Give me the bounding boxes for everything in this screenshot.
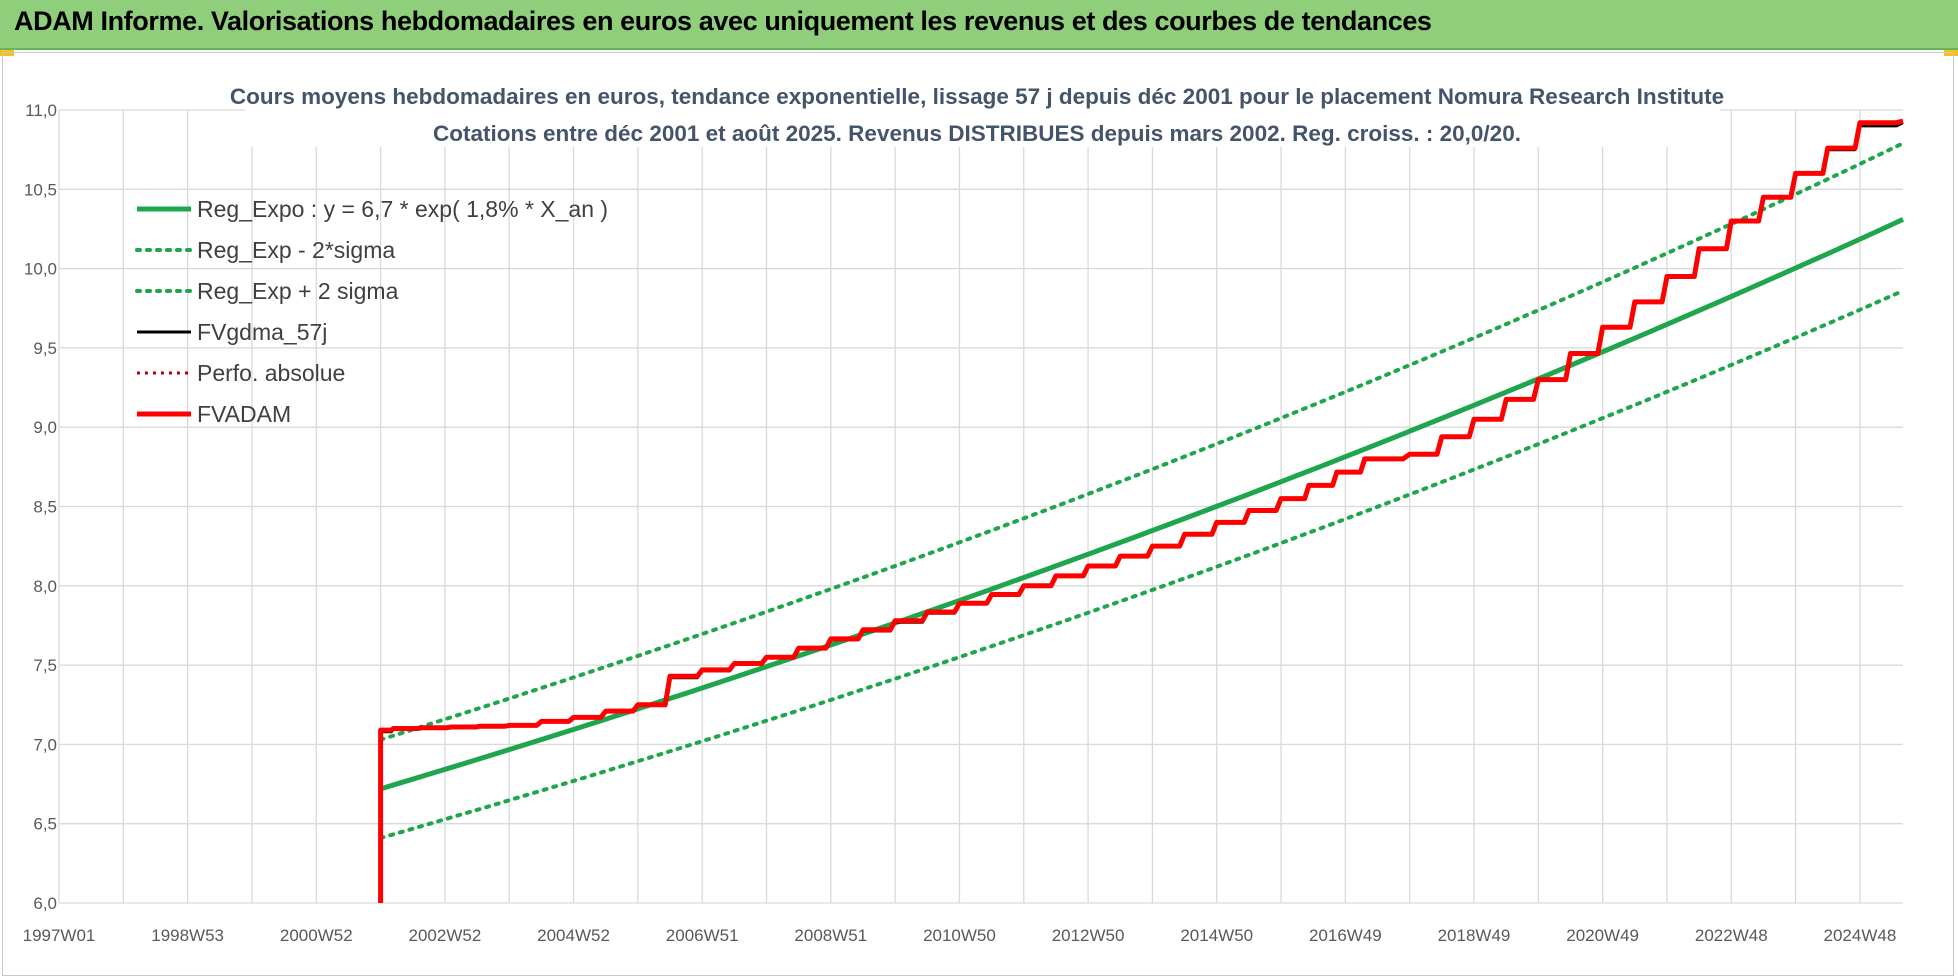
series-line-0 <box>379 217 1905 792</box>
x-tick-label: 2000W52 <box>280 926 353 945</box>
x-tick-label: 2024W48 <box>1824 926 1897 945</box>
x-tick-label: 2002W52 <box>409 926 482 945</box>
series-line-2 <box>378 141 1905 742</box>
y-tick-label: 6,5 <box>33 815 57 834</box>
y-tick-label: 7,5 <box>33 656 57 675</box>
x-tick-label: 2016W49 <box>1309 926 1382 945</box>
x-tick-label: 2010W50 <box>923 926 996 945</box>
report-header: ADAM Informe. Valorisations hebdomadaire… <box>0 0 1958 50</box>
x-tick-label: 2018W49 <box>1438 926 1511 945</box>
series-lines <box>378 118 1905 903</box>
x-tick-label: 1997W01 <box>23 926 96 945</box>
legend-label-2: Reg_Exp + 2 sigma <box>197 278 399 304</box>
x-tick-label: 2014W50 <box>1180 926 1253 945</box>
y-tick-label: 11,0 <box>25 101 57 120</box>
y-tick-label: 9,0 <box>33 418 57 437</box>
legend-label-3: FVgdma_57j <box>197 319 327 345</box>
corner-marker-left <box>0 50 14 56</box>
chart-area: 6,0 6,5 7,0 7,5 8,0 8,5 9,0 9,5 10,0 10,5 11,0 199… <box>2 52 1954 976</box>
report-title: ADAM Informe. Valorisations hebdomadaire… <box>14 6 1432 36</box>
line-chart: 6,0 6,5 7,0 7,5 8,0 8,5 9,0 9,5 10,0 10,5 11,0 199… <box>23 77 1905 945</box>
x-tick-label: 2004W52 <box>537 926 610 945</box>
series-line-1 <box>378 288 1905 840</box>
y-tick-label: 10,5 <box>24 180 57 199</box>
y-tick-label: 6,0 <box>33 894 57 913</box>
x-tick-label: 1998W53 <box>151 926 224 945</box>
chart-title-line-1: Cours moyens hebdomadaires en euros, ten… <box>230 84 1724 109</box>
legend-label-5: FVADAM <box>197 401 291 427</box>
y-tick-label: 9,5 <box>33 339 57 358</box>
x-tick-label: 2006W51 <box>666 926 739 945</box>
legend-label-4: Perfo. absolue <box>197 360 345 386</box>
corner-marker-right <box>1944 50 1958 56</box>
grid-lines <box>58 109 1903 904</box>
x-tick-label: 2022W48 <box>1695 926 1768 945</box>
series-line-5 <box>378 118 1904 903</box>
y-tick-label: 7,0 <box>33 735 57 754</box>
x-tick-label: 2012W50 <box>1052 926 1125 945</box>
legend-label-0: Reg_Expo : y = 6,7 * exp( 1,8% * X_an ) <box>197 196 608 222</box>
chart-title-line-2: Cotations entre déc 2001 et août 2025. R… <box>433 121 1521 146</box>
x-axis-ticks: 1997W01 1998W53 2000W52 2002W52 2004W52 2006W… <box>23 926 1897 945</box>
x-tick-label: 2020W49 <box>1566 926 1639 945</box>
y-tick-label: 8,0 <box>33 577 57 596</box>
legend: Reg_Expo : y = 6,7 * exp( 1,8% * X_an ) R… <box>135 196 608 427</box>
legend-label-1: Reg_Exp - 2*sigma <box>197 237 395 263</box>
y-tick-label: 10,0 <box>24 260 57 279</box>
y-axis-ticks: 6,0 6,5 7,0 7,5 8,0 8,5 9,0 9,5 10,0 10,5 11,0 <box>24 101 57 913</box>
x-tick-label: 2008W51 <box>794 926 867 945</box>
chart-title-background <box>245 77 1720 147</box>
chart-title-block: Cours moyens hebdomadaires en euros, ten… <box>230 77 1724 147</box>
y-tick-label: 8,5 <box>33 498 57 517</box>
